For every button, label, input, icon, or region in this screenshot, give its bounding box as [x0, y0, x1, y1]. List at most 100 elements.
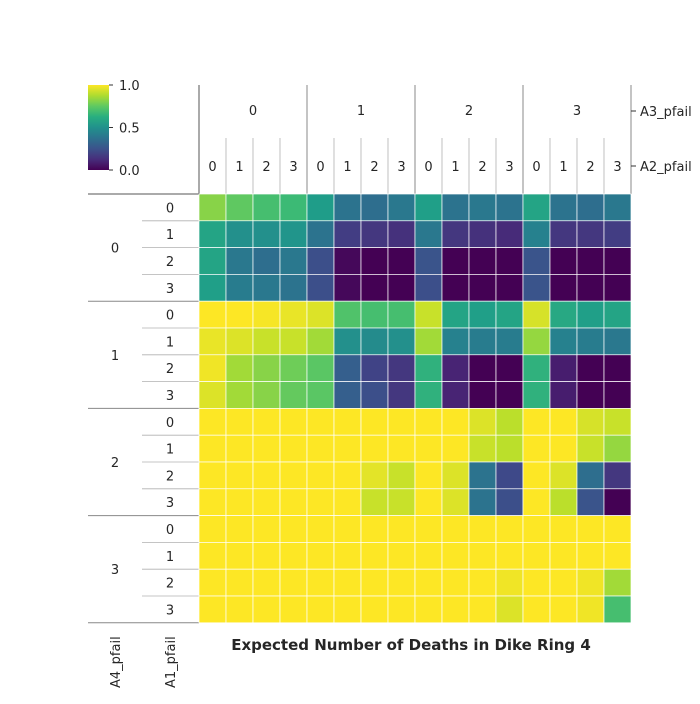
heatmap-cell	[387, 461, 416, 490]
heatmap-cell	[576, 220, 605, 248]
column-sub-label: 3	[505, 160, 513, 175]
heatmap-cell	[468, 434, 497, 463]
heatmap-cell	[441, 354, 470, 382]
heatmap-cell	[333, 542, 362, 570]
heatmap-cell	[306, 568, 335, 597]
heatmap-cell	[468, 408, 497, 436]
heatmap-cell	[333, 515, 362, 543]
heatmap-cell	[441, 408, 470, 436]
heatmap-cell	[225, 193, 254, 222]
heatmap-cell	[495, 434, 524, 463]
heatmap-cell	[495, 515, 524, 543]
column-sub-label: 3	[613, 160, 621, 175]
heatmap-cell	[549, 488, 578, 516]
heatmap-cell	[441, 515, 470, 543]
heatmap-cell	[387, 568, 416, 597]
heatmap-cell	[522, 408, 551, 436]
heatmap-cell	[306, 247, 335, 275]
heatmap-cell	[225, 515, 254, 543]
heatmap-cell	[549, 274, 578, 302]
row-sub-label: 1	[166, 335, 174, 350]
heatmap-cell	[414, 408, 443, 436]
heatmap-cell	[279, 354, 308, 382]
column-level-name: A3_pfail	[640, 105, 692, 120]
heatmap-cell	[333, 381, 362, 409]
heatmap-cell	[279, 461, 308, 490]
heatmap-cell	[252, 542, 281, 570]
heatmap-cell	[279, 408, 308, 436]
heatmap-cell	[603, 193, 632, 222]
heatmap-cell	[387, 354, 416, 382]
heatmap-cell	[360, 327, 389, 356]
heatmap-cell	[387, 542, 416, 570]
heatmap-cell	[252, 354, 281, 382]
heatmap-cell	[441, 300, 470, 329]
heatmap-cell	[414, 461, 443, 490]
heatmap-cell	[360, 595, 389, 624]
heatmap-cell	[441, 595, 470, 624]
heatmap-cell	[495, 327, 524, 356]
heatmap-cell	[576, 515, 605, 543]
heatmap-cell	[522, 354, 551, 382]
heatmap-cell	[387, 408, 416, 436]
heatmap-cell	[576, 381, 605, 409]
heatmap-cell	[333, 568, 362, 597]
heatmap-cell	[306, 595, 335, 624]
heatmap-cell	[414, 247, 443, 275]
column-sub-label: 0	[424, 160, 432, 175]
heatmap-cell	[333, 354, 362, 382]
heatmap-cell	[198, 274, 227, 302]
heatmap-cell	[603, 247, 632, 275]
heatmap-cell	[198, 300, 227, 329]
row-sub-label: 2	[166, 362, 174, 377]
heatmap-cell	[441, 461, 470, 490]
heatmap-cell	[198, 461, 227, 490]
colorbar-gradient	[88, 85, 109, 170]
heatmap-cell	[198, 595, 227, 624]
heatmap-cell	[252, 595, 281, 624]
heatmap-cell	[468, 488, 497, 516]
heatmap-cell	[279, 568, 308, 597]
heatmap-cell	[333, 595, 362, 624]
heatmap-cell	[306, 274, 335, 302]
heatmap-cell	[441, 434, 470, 463]
heatmap-cell	[198, 193, 227, 222]
row-group-label: 3	[111, 563, 119, 578]
column-level-name: A2_pfail	[640, 160, 692, 175]
heatmap-cell	[522, 327, 551, 356]
heatmap-cell	[306, 488, 335, 516]
heatmap-cell	[522, 488, 551, 516]
column-header: 0 0 1 2 3 1 0 1 2 3 2 0 1 2 3 3 0 1 2 3 A3_pfail A2_pfail	[198, 85, 692, 194]
heatmap-cell	[603, 595, 632, 624]
heatmap-cell	[198, 381, 227, 409]
heatmap-cell	[360, 354, 389, 382]
heatmap-cell	[576, 434, 605, 463]
heatmap-cell	[279, 488, 308, 516]
heatmap-cell	[225, 327, 254, 356]
column-sub-label: 1	[343, 160, 351, 175]
row-sub-label: 3	[166, 389, 174, 404]
heatmap-cell	[306, 408, 335, 436]
row-sub-label: 3	[166, 496, 174, 511]
heatmap-cell	[549, 300, 578, 329]
heatmap-cell	[279, 220, 308, 248]
heatmap-cell	[549, 220, 578, 248]
heatmap-cell	[360, 274, 389, 302]
row-sub-label: 3	[166, 603, 174, 618]
heatmap-cell	[576, 247, 605, 275]
row-sub-label: 2	[166, 255, 174, 270]
heatmap-cell	[468, 327, 497, 356]
column-sub-label: 2	[478, 160, 486, 175]
heatmap-cell	[252, 381, 281, 409]
heatmap-cell	[576, 408, 605, 436]
heatmap-cell	[387, 193, 416, 222]
heatmap-cell	[225, 461, 254, 490]
heatmap-cell	[252, 247, 281, 275]
heatmap-cell	[387, 220, 416, 248]
heatmap-cell	[414, 488, 443, 516]
row-level-name: A4_pfail	[109, 636, 124, 688]
heatmap-cell	[495, 488, 524, 516]
heatmap-cell	[360, 488, 389, 516]
heatmap-cell	[468, 515, 497, 543]
heatmap-cell	[333, 434, 362, 463]
